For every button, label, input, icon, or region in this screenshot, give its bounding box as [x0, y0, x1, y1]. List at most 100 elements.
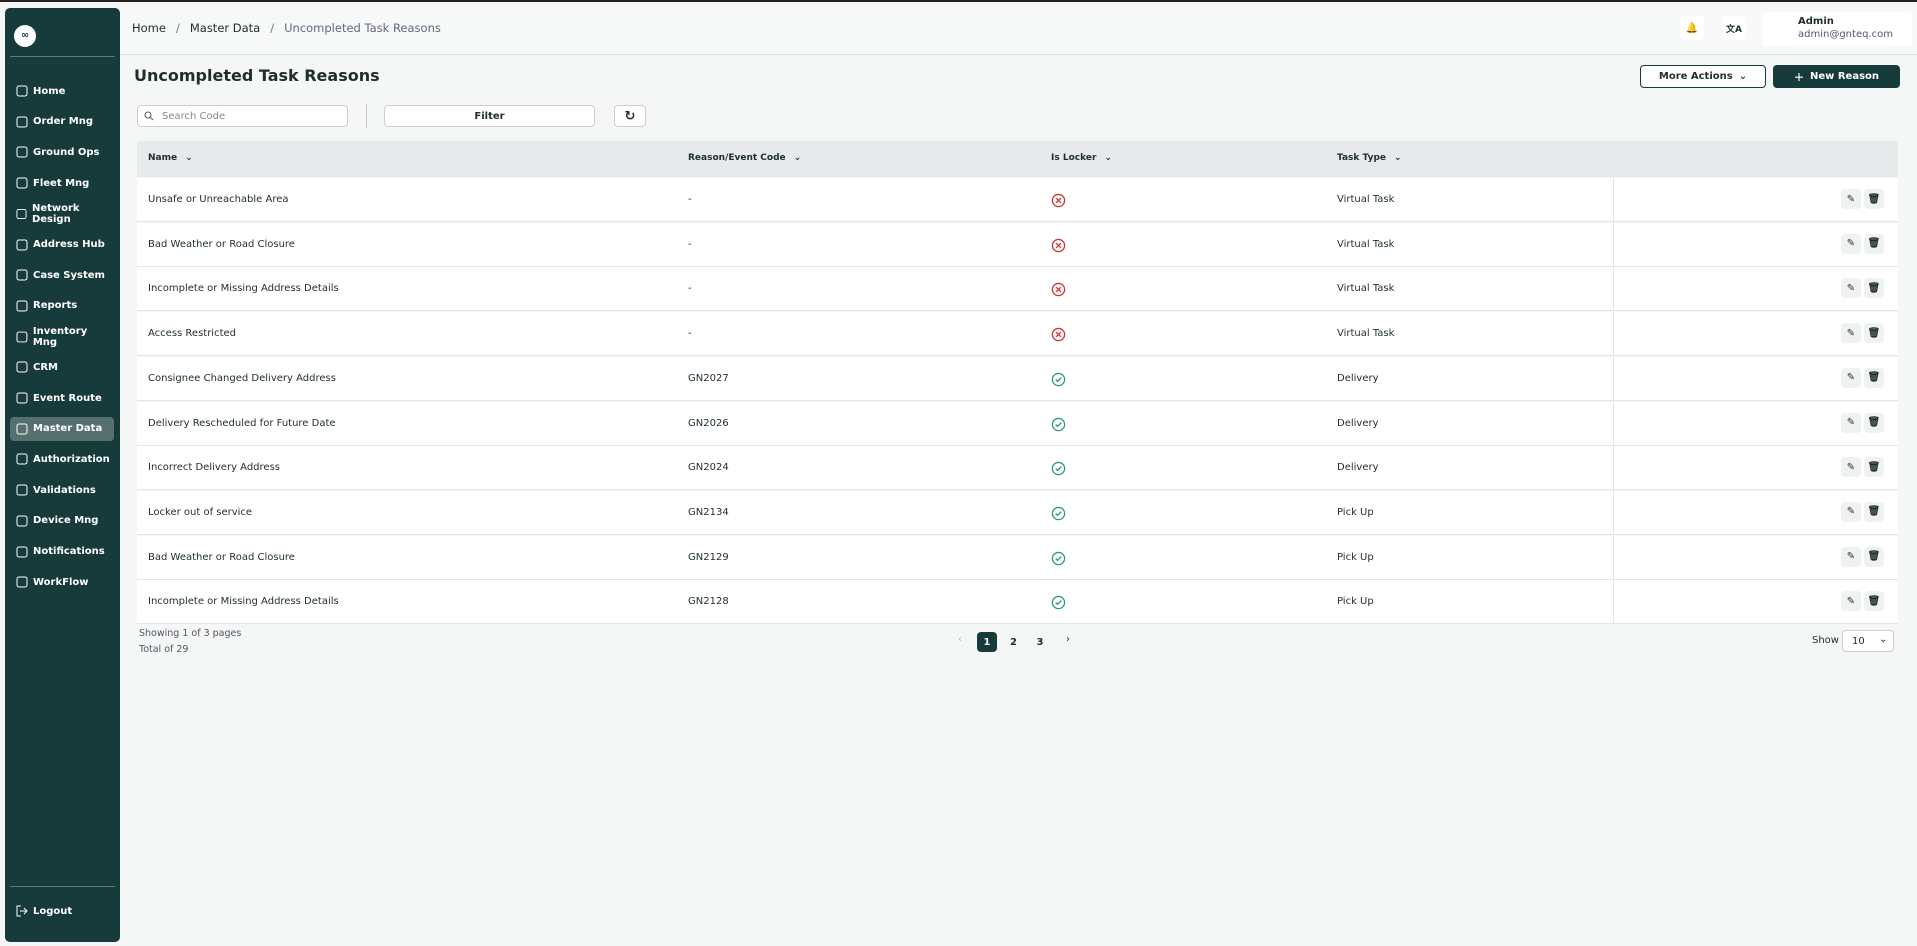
column-header[interactable]: Name ⌄	[148, 153, 193, 163]
icon	[16, 423, 28, 435]
next-page[interactable]: ›	[1066, 634, 1070, 645]
table-row: Delivery Rescheduled for Future Date GN20…	[137, 401, 1898, 446]
nav-item[interactable]: Authorization	[10, 447, 114, 471]
cell: Pick Up	[1337, 551, 1374, 563]
edit-button[interactable]: ✎	[1841, 278, 1861, 299]
delete-button[interactable]: 🗑	[1864, 278, 1884, 299]
nav-label: Home	[33, 85, 66, 97]
nav-item[interactable]: WorkFlow	[10, 570, 114, 594]
nav-item[interactable]: Home	[10, 79, 114, 103]
icon	[16, 361, 28, 373]
table-row: Incorrect Delivery Address GN2024 Delivery…	[137, 446, 1898, 491]
search-input[interactable]: Search Code	[137, 105, 348, 127]
nav-item[interactable]: Reports	[10, 294, 114, 318]
nav-item[interactable]: Network Design	[10, 202, 114, 226]
column-label: Task Type	[1337, 153, 1387, 163]
column-label: Reason/Event Code	[688, 153, 786, 163]
breadcrumb-item: Uncompleted Task Reasons	[284, 21, 441, 35]
page-size-value: 10	[1852, 636, 1865, 647]
filter-label: Filter	[474, 110, 505, 122]
cell: Incomplete or Missing Address Details	[148, 283, 339, 295]
edit-button[interactable]: ✎	[1841, 412, 1861, 433]
user-box[interactable]: Admin admin@gnteq.com	[1762, 12, 1912, 46]
nav-item[interactable]: Address Hub	[10, 233, 114, 257]
nav-label: Reports	[33, 300, 78, 312]
nav-label: CRM	[33, 361, 58, 373]
locker-no-icon	[1051, 238, 1066, 257]
page-button[interactable]: 1	[977, 632, 997, 652]
icon	[16, 331, 28, 343]
nav-item[interactable]: CRM	[10, 355, 114, 379]
refresh-button[interactable]: ↻	[614, 105, 646, 127]
show-label: Show	[1812, 635, 1839, 646]
breadcrumb-item[interactable]: Home	[132, 21, 166, 35]
nav-item[interactable]: Fleet Mng	[10, 171, 114, 195]
icon	[16, 392, 28, 404]
nav-item[interactable]: Order Mng	[10, 110, 114, 134]
edit-button[interactable]: ✎	[1841, 457, 1861, 478]
column-header[interactable]: Task Type ⌄	[1337, 153, 1402, 163]
filter-dropdown[interactable]: Filter	[384, 105, 595, 127]
divider	[1613, 312, 1614, 357]
delete-button[interactable]: 🗑	[1864, 591, 1884, 612]
logo[interactable]: ∞	[14, 25, 36, 47]
button-label: More Actions	[1658, 71, 1733, 82]
nav-label: Device Mng	[33, 515, 99, 527]
page-button[interactable]: 2	[1010, 636, 1017, 648]
breadcrumb-item[interactable]: Master Data	[189, 21, 261, 35]
top-bar	[120, 2, 1917, 55]
sort-icon: ⌄	[793, 153, 802, 163]
locker-yes-icon	[1051, 506, 1066, 525]
delete-button[interactable]: 🗑	[1864, 457, 1884, 478]
delete-button[interactable]: 🗑	[1864, 501, 1884, 522]
column-header[interactable]: Reason/Event Code ⌄	[688, 153, 801, 163]
icon	[16, 116, 28, 128]
sort-icon: ⌄	[185, 153, 193, 163]
icon	[16, 208, 27, 219]
edit-button[interactable]: ✎	[1841, 591, 1861, 612]
icon	[16, 269, 28, 281]
delete-button[interactable]: 🗑	[1864, 412, 1884, 433]
delete-button[interactable]: 🗑	[1864, 546, 1884, 567]
nav-label: Case System	[33, 269, 105, 281]
language-button[interactable]: 文A	[1722, 16, 1746, 40]
delete-button[interactable]: 🗑	[1864, 323, 1884, 344]
edit-button[interactable]: ✎	[1841, 546, 1861, 567]
nav-item[interactable]: Device Mng	[10, 509, 114, 533]
nav-item[interactable]: Notifications	[10, 540, 114, 564]
edit-button[interactable]: ✎	[1841, 501, 1861, 522]
delete-button[interactable]: 🗑	[1864, 189, 1884, 209]
nav-item[interactable]: Ground Ops	[10, 140, 114, 164]
page-size-select[interactable]: 10 ⌄	[1842, 630, 1894, 652]
edit-button[interactable]: ✎	[1841, 367, 1861, 388]
logout-label: Logout	[33, 905, 73, 917]
nav-item[interactable]: Inventory Mng	[10, 325, 114, 349]
edit-button[interactable]: ✎	[1841, 233, 1861, 254]
prev-page[interactable]: ‹	[958, 634, 962, 645]
nav-item[interactable]: Master Data	[10, 416, 114, 441]
more-actions-button[interactable]: More Actions ⌄	[1640, 65, 1766, 88]
cell: Delivery	[1337, 417, 1379, 429]
edit-button[interactable]: ✎	[1841, 323, 1861, 344]
page-button[interactable]: 3	[1036, 636, 1044, 648]
showing-text: Showing 1 of 3 pages	[139, 628, 242, 639]
notifications-button[interactable]: 🔔	[1680, 16, 1704, 40]
cell: Incomplete or Missing Address Details	[148, 596, 339, 608]
logout[interactable]: Logout	[10, 899, 114, 923]
edit-button[interactable]: ✎	[1841, 189, 1861, 209]
cell: GN2128	[688, 596, 729, 608]
icon	[16, 484, 28, 496]
delete-button[interactable]: 🗑	[1864, 233, 1884, 254]
delete-button[interactable]: 🗑	[1864, 367, 1884, 388]
breadcrumb: Home / Master Data / Uncompleted Task Reason…	[132, 21, 441, 35]
table-row: Consignee Changed Delivery Address GN2027…	[137, 356, 1898, 401]
column-header[interactable]: Is Locker ⌄	[1051, 153, 1112, 163]
nav-item[interactable]: Case System	[10, 263, 114, 287]
separator: /	[175, 21, 180, 35]
nav-item[interactable]: Validations	[10, 478, 114, 502]
nav-label: Master Data	[33, 423, 103, 435]
cell: Bad Weather or Road Closure	[148, 238, 295, 250]
cell: GN2026	[688, 417, 729, 429]
new-reason-button[interactable]: ＋ New Reason	[1773, 65, 1900, 88]
nav-item[interactable]: Event Route	[10, 386, 114, 410]
